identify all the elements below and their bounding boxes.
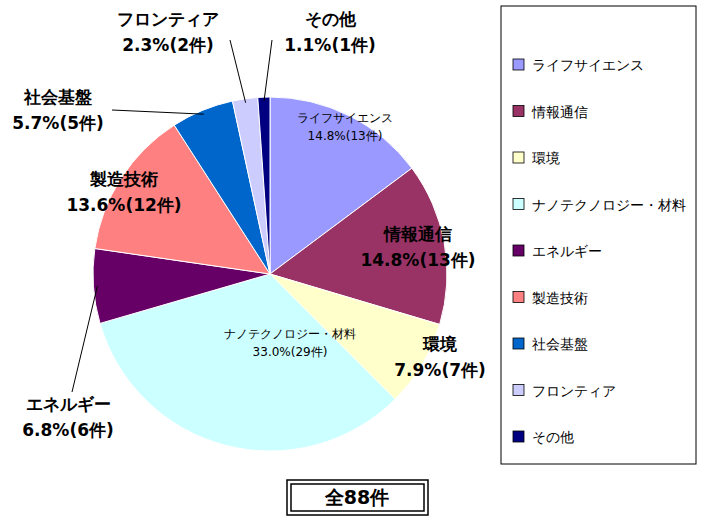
leader-line xyxy=(230,40,246,103)
leader-line xyxy=(72,286,97,392)
slice-value-label: 7.9%(7件) xyxy=(394,360,486,380)
legend-label: 社会基盤 xyxy=(532,336,588,352)
slice-value-label: 1.1%(1件) xyxy=(284,35,376,55)
slice-value-label: 13.6%(12件) xyxy=(66,195,181,215)
pie-slice xyxy=(232,97,270,274)
legend-swatch xyxy=(513,245,524,256)
slice-label: 製造技術 xyxy=(89,169,158,189)
legend-label: 環境 xyxy=(532,150,560,166)
slice-value-label: 2.3%(2件) xyxy=(122,35,214,55)
legend-swatch xyxy=(513,106,524,117)
slice-label: エネルギー xyxy=(26,394,111,414)
legend-swatch xyxy=(513,292,524,303)
annotation-frame-outer xyxy=(287,480,428,515)
legend-label: ナノテクノロジー・材料 xyxy=(532,197,686,213)
legend-label: ライフサイエンス xyxy=(532,57,644,73)
slice-value-label: 6.8%(6件) xyxy=(22,420,114,440)
slice-value-label: 5.7%(5件) xyxy=(12,113,104,133)
legend-frame xyxy=(501,6,696,464)
slice-label: 環境 xyxy=(422,334,457,354)
legend-label: 製造技術 xyxy=(532,290,588,306)
slice-value-label: 33.0%(29件) xyxy=(253,345,328,359)
legend-swatch xyxy=(513,385,524,396)
slice-label: フロンティア xyxy=(117,9,219,29)
legend-swatch xyxy=(513,199,524,210)
legend-label: 情報通信 xyxy=(531,104,588,120)
slice-label: ライフサイエンス xyxy=(297,111,393,125)
legend-label: エネルギー xyxy=(532,243,602,259)
leader-line xyxy=(112,110,204,114)
annotation-text: 全88件 xyxy=(324,486,389,508)
annotation-frame-inner xyxy=(291,484,424,511)
pie-slice xyxy=(258,97,270,274)
slice-label: その他 xyxy=(305,9,357,29)
legend-label: その他 xyxy=(532,429,574,445)
legend-swatch xyxy=(513,59,524,70)
legend-swatch xyxy=(513,338,524,349)
legend-swatch xyxy=(513,152,524,163)
pie xyxy=(93,97,447,451)
data-labels: ライフサイエンス 14.8%(13件) 情報通信 14.8%(13件) 環境 7.9%(7… xyxy=(12,9,486,440)
legend: ライフサイエンス情報通信環境ナノテクノロジー・材料エネルギー製造技術社会基盤フロ… xyxy=(501,6,696,464)
slice-label: ナノテクノロジー・材料 xyxy=(224,327,356,341)
chart: ライフサイエンス 14.8%(13件) 情報通信 14.8%(13件) 環境 7.9%(7… xyxy=(0,0,702,525)
legend-label: フロンティア xyxy=(532,383,616,399)
annotation: 全88件 xyxy=(287,480,428,515)
legend-swatch xyxy=(513,431,524,442)
slice-label: 社会基盤 xyxy=(23,87,92,107)
leader-line xyxy=(264,40,272,101)
slice-value-label: 14.8%(13件) xyxy=(308,129,383,143)
slice-value-label: 14.8%(13件) xyxy=(360,250,475,270)
slice-label: 情報通信 xyxy=(383,224,452,244)
